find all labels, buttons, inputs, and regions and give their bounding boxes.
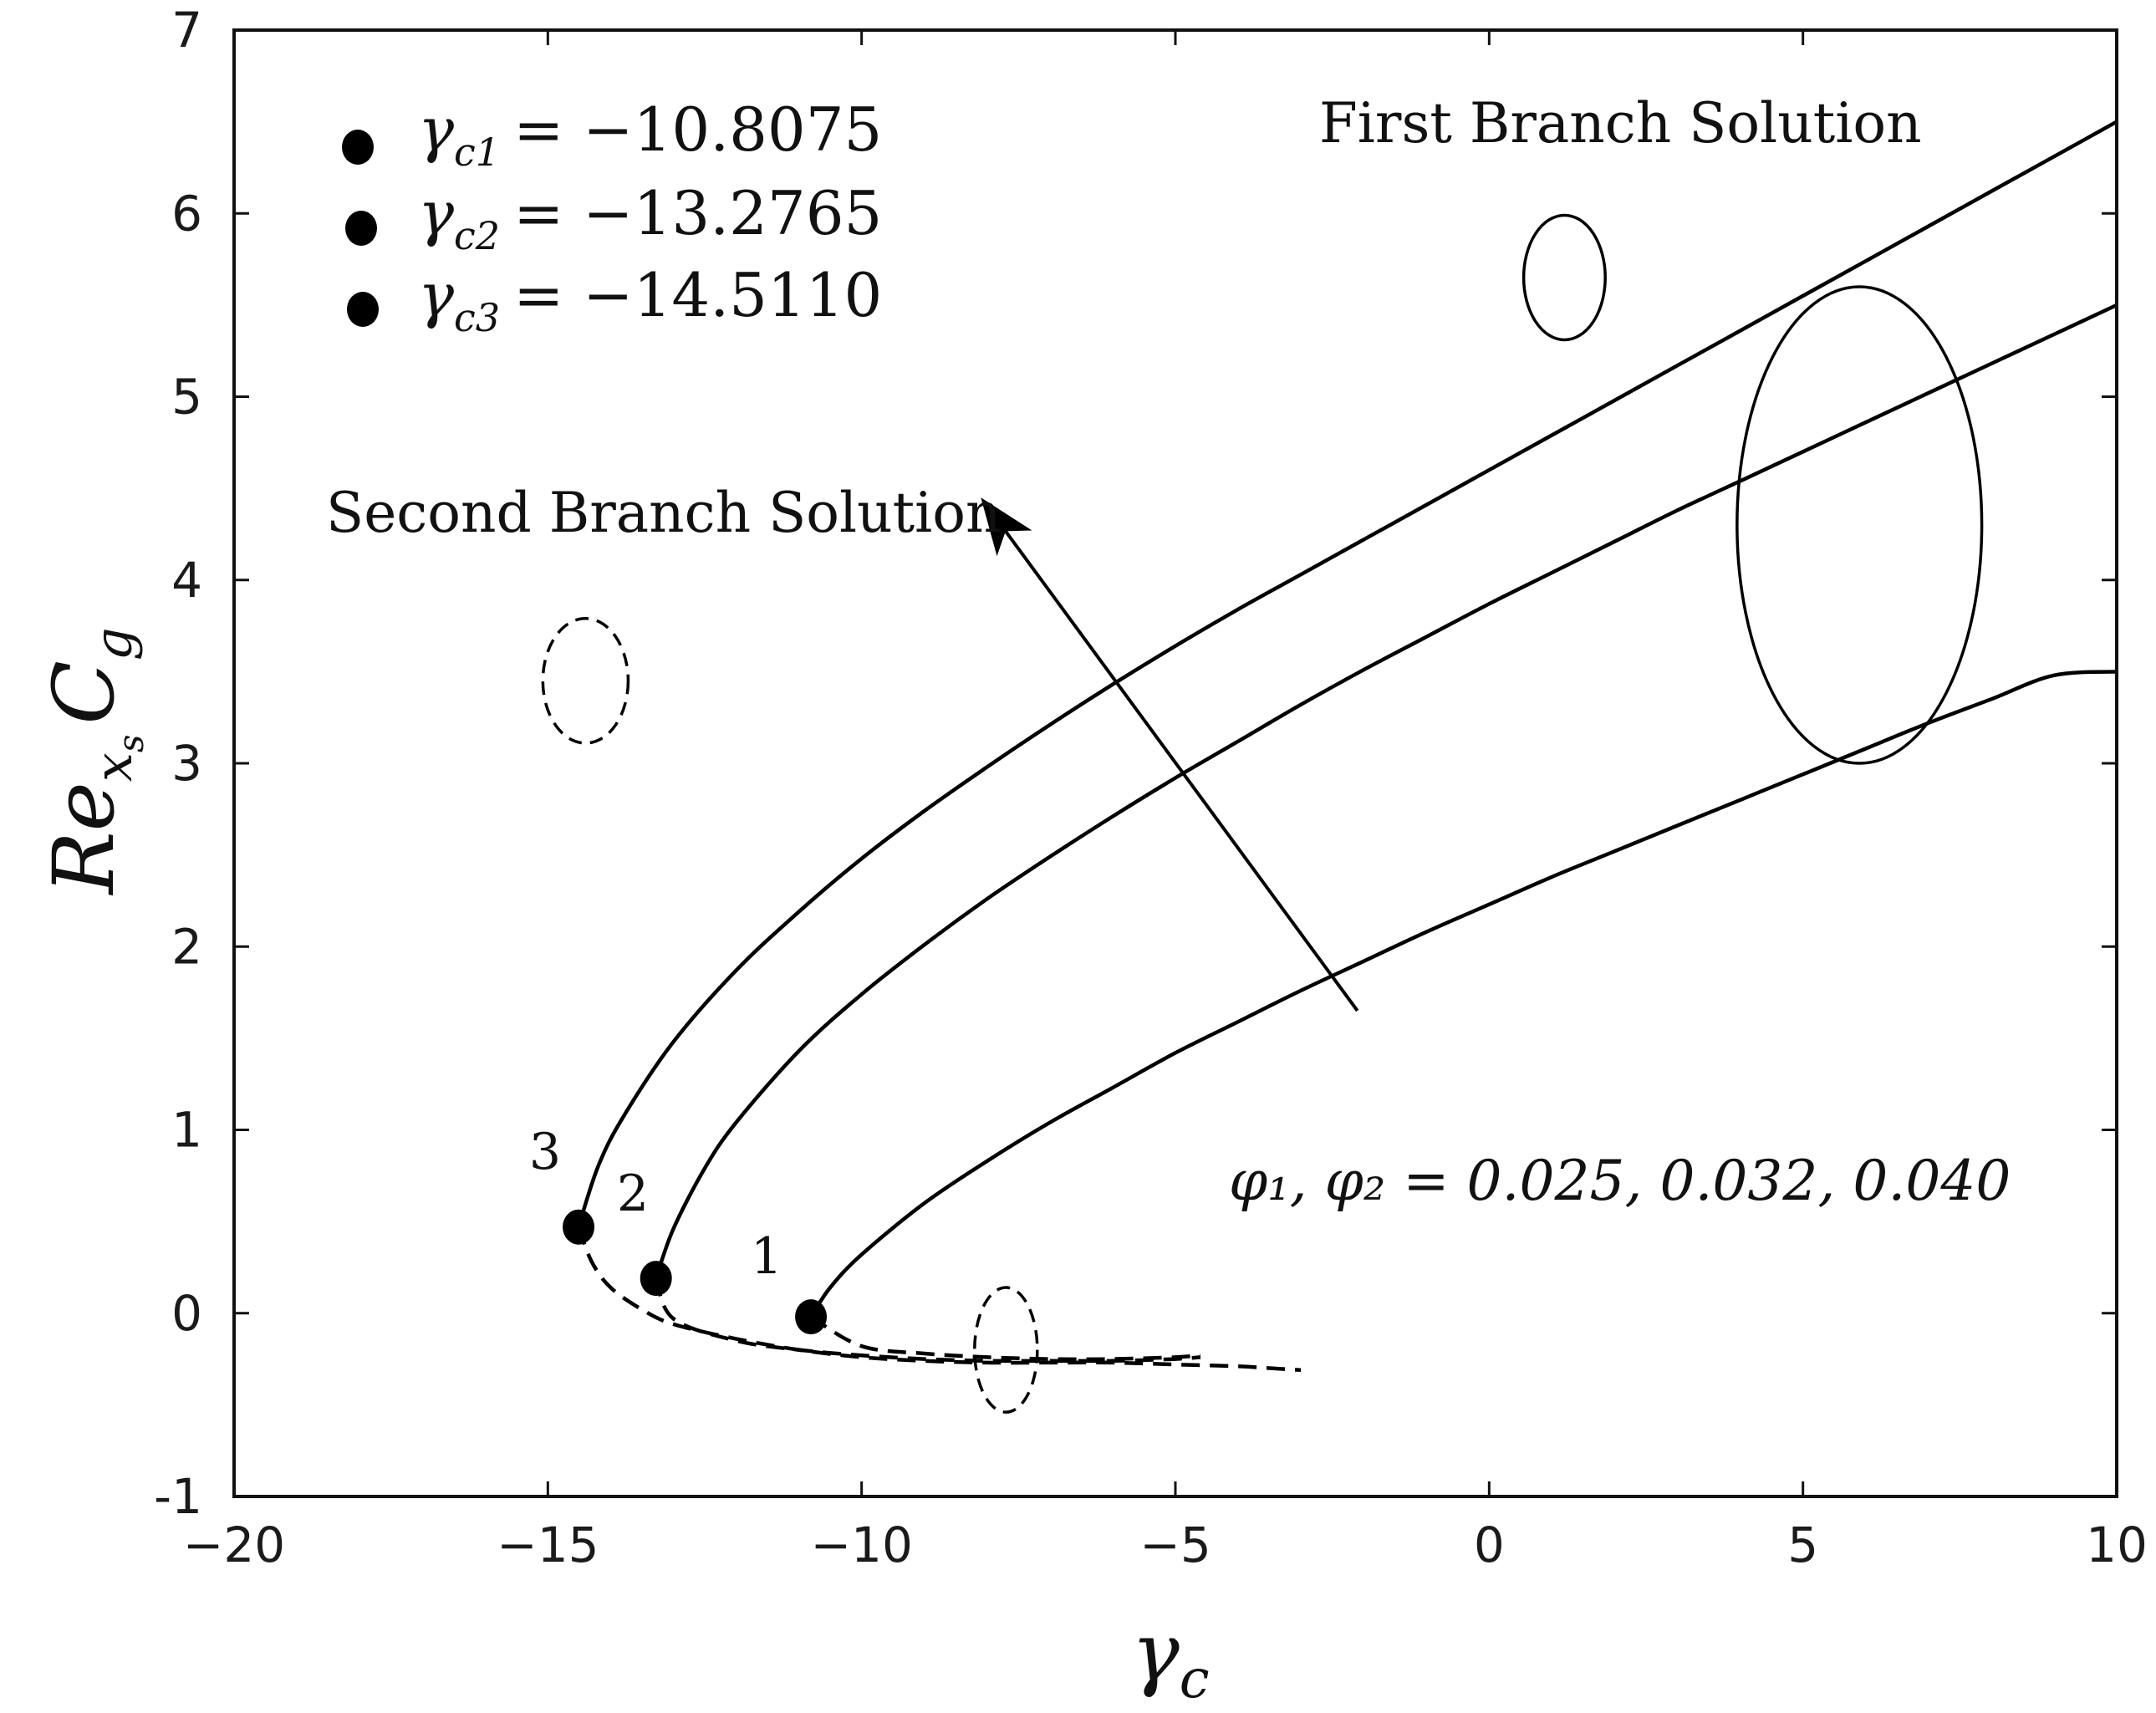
first-branch-curve-3: [576, 120, 2117, 1228]
curve-label-2: 2: [617, 1165, 649, 1223]
legend-symbol-3: γ: [418, 260, 455, 330]
parameter-annotation: φ₁, φ₂ = 0.025, 0.032, 0.040: [1229, 1149, 2011, 1213]
legend-symbol-1: γ: [418, 94, 455, 165]
legend-entry-3: γc3 = −14.5110: [418, 260, 882, 340]
legend-subscript-2: c2: [454, 213, 500, 258]
critical-point-markers: [563, 1209, 828, 1335]
arrow-shaft: [1003, 528, 1359, 1012]
legend: γc1 = −10.8075 γc2 = −13.2765 γc3 = −14.511…: [342, 94, 882, 340]
first-branch-ellipse: [1736, 285, 1984, 765]
x-axis-label: γc: [1131, 1606, 1209, 1710]
critical-point-1: [795, 1299, 828, 1335]
legend-entry-2: γc2 = −13.2765: [418, 178, 882, 258]
x-tick-label: 10: [2086, 1517, 2148, 1573]
y-tick-label: 2: [171, 918, 202, 975]
y-axis-label: RexsCg: [35, 627, 151, 895]
legend-subscript-1: c1: [454, 130, 500, 175]
legend-marker-3: [347, 292, 379, 327]
second-branch-key-ellipse: [541, 617, 630, 745]
legend-value-2: = −13.2765: [513, 178, 882, 248]
critical-point-3: [563, 1209, 595, 1245]
y-axis-tail: C: [35, 660, 133, 725]
y-tick-label: 1: [171, 1102, 202, 1159]
y-tick-label: 6: [171, 185, 202, 242]
second-branch-ellipse: [973, 1286, 1039, 1414]
x-tick-label: −20: [183, 1517, 285, 1573]
y-axis-subscript: x: [83, 752, 144, 782]
first-branch-curve-1: [809, 670, 2117, 1318]
legend-marker-1: [342, 130, 374, 165]
legend-subscript-3: c3: [454, 295, 500, 340]
x-axis-subscript: c: [1180, 1649, 1210, 1710]
second-branch-curves: [576, 1226, 1302, 1372]
y-tick-label: 3: [171, 735, 202, 792]
second-branch-annotation: Second Branch Solution: [326, 481, 1002, 545]
legend-entry-1: γc1 = −10.8075: [418, 94, 882, 175]
y-tick-label: 4: [171, 552, 202, 609]
y-tick-label: 5: [171, 369, 202, 426]
first-branch-curve-2: [654, 303, 2117, 1279]
second-branch-curve-3: [576, 1226, 1302, 1372]
critical-point-2: [640, 1261, 672, 1297]
y-tick-label: 0: [171, 1285, 202, 1342]
legend-marker-2: [345, 211, 377, 246]
x-tick-label: 5: [1787, 1517, 1818, 1573]
legend-symbol-2: γ: [418, 178, 455, 248]
y-axis-symbol: Re: [35, 782, 133, 895]
arrow-head: [981, 497, 1032, 557]
second-branch-curve-1: [809, 1315, 1201, 1362]
first-branch-key-ellipse: [1521, 213, 1607, 342]
x-tick-label: −10: [810, 1517, 912, 1573]
y-tick-label: 7: [171, 2, 202, 59]
curve-label-3: 3: [529, 1123, 561, 1181]
first-branch-annotation: First Branch Solution: [1319, 91, 1922, 155]
x-tick-label: 0: [1474, 1517, 1505, 1573]
y-tick-label: -1: [154, 1468, 202, 1525]
y-axis-subsubscript: s: [110, 735, 151, 753]
legend-value-3: = −14.5110: [513, 260, 882, 330]
x-axis-symbol: γ: [1131, 1606, 1180, 1700]
legend-value-1: = −10.8075: [513, 94, 882, 165]
branch-ellipses: [541, 213, 1984, 1414]
y-axis-tail-subscript: g: [83, 627, 144, 660]
curve-label-1: 1: [751, 1227, 782, 1286]
x-tick-label: −15: [497, 1517, 599, 1573]
first-branch-curves: [576, 120, 2117, 1318]
parameter-arrow: [981, 497, 1359, 1012]
second-branch-curve-2: [654, 1277, 1201, 1364]
plot-frame: [232, 28, 2118, 1498]
x-tick-label: −5: [1139, 1517, 1211, 1573]
